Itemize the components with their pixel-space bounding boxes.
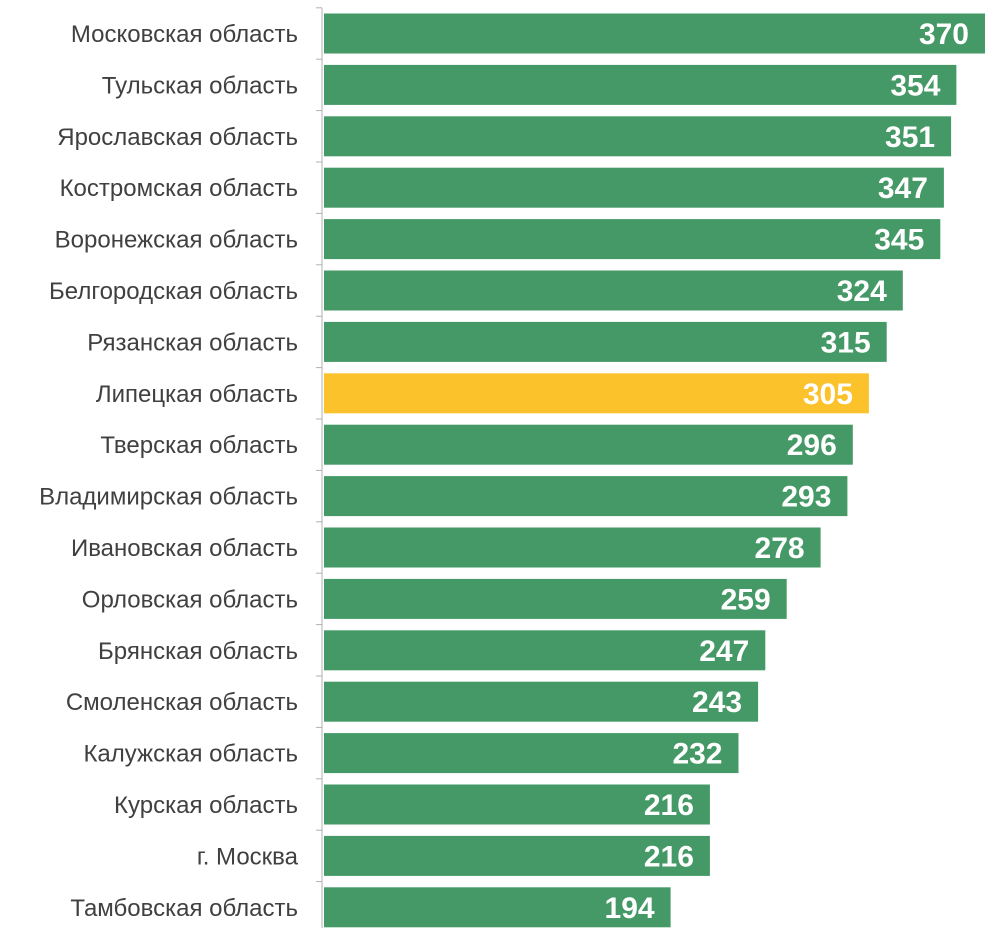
data-label: 370 [919, 18, 969, 51]
value-labels-group: 370 354 351 347 345 324 315 305 296 293 278 259 247 2… [605, 18, 969, 925]
category-label: Тамбовская область [70, 895, 298, 922]
data-label: 216 [644, 789, 694, 822]
data-label: 347 [878, 172, 928, 205]
data-label: 345 [874, 224, 924, 257]
bar [324, 116, 952, 157]
bar [324, 321, 887, 362]
category-label: Ивановская область [71, 535, 298, 562]
data-label: 232 [672, 738, 722, 771]
data-label: 293 [781, 481, 831, 514]
bar [324, 681, 759, 722]
category-label: Рязанская область [87, 329, 298, 356]
bar [324, 784, 710, 825]
category-label: Костромская область [60, 175, 298, 202]
bar [324, 887, 671, 928]
category-label: Брянская область [98, 638, 298, 665]
bar [324, 13, 985, 54]
data-label: 296 [787, 429, 837, 462]
category-label: Воронежская область [55, 227, 298, 254]
bar [324, 578, 787, 619]
data-label: 305 [803, 378, 853, 411]
bar [324, 64, 957, 105]
data-label: 216 [644, 840, 694, 873]
category-label: Орловская область [82, 586, 298, 613]
category-label: Московская область [71, 21, 298, 48]
bar [324, 219, 941, 260]
category-label: Липецкая область [96, 381, 298, 408]
category-label: г. Москва [197, 843, 299, 870]
bar [324, 270, 903, 311]
data-label: 324 [837, 275, 887, 308]
category-labels-group: Московская область Тульская область Яросла… [39, 21, 299, 922]
data-label: 194 [605, 892, 655, 925]
data-label: 278 [755, 532, 805, 565]
bar [324, 630, 766, 671]
category-label: Курская область [114, 792, 298, 819]
bar [324, 424, 853, 465]
data-label: 315 [821, 326, 871, 359]
category-label: Калужская область [83, 741, 298, 768]
data-label: 259 [721, 583, 771, 616]
bar [324, 527, 821, 568]
category-label: Тверская область [100, 432, 298, 459]
bar [324, 733, 739, 774]
category-label: Ярославская область [57, 124, 298, 151]
bar [324, 373, 869, 414]
bar [324, 167, 944, 208]
category-label: Смоленская область [66, 689, 298, 716]
data-label: 247 [699, 635, 749, 668]
bar [324, 476, 848, 517]
bar [324, 835, 710, 876]
category-label: Белгородская область [49, 278, 298, 305]
data-label: 243 [692, 686, 742, 719]
y-axis-group [316, 7, 323, 928]
data-label: 351 [885, 121, 935, 154]
category-label: Тульская область [102, 72, 298, 99]
data-label: 354 [890, 69, 940, 102]
bars-group [324, 13, 985, 928]
category-label: Владимирская область [39, 484, 298, 511]
